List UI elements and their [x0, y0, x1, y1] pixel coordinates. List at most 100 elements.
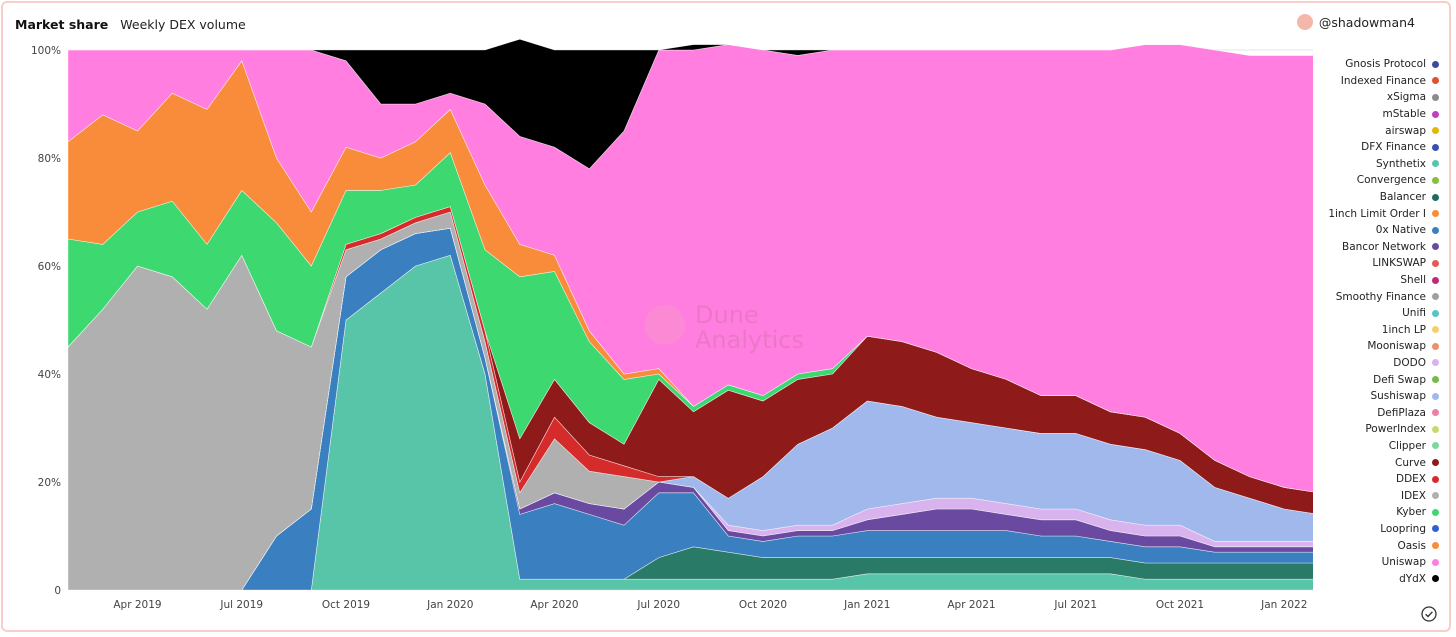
stacked-area-chart: Dune Analytics 0 20% 40% 60% 80% 100% Apr 201… — [31, 38, 1313, 611]
legend-item[interactable]: Synthetix — [1321, 156, 1439, 173]
legend-item[interactable]: dYdX — [1321, 570, 1439, 587]
legend-swatch — [1432, 110, 1439, 118]
x-tick-label: Apr 2019 — [113, 599, 161, 611]
x-tick-label: Jan 2020 — [426, 599, 473, 611]
area-series — [67, 38, 1313, 591]
legend-item[interactable]: 1inch LP — [1321, 322, 1439, 339]
legend-label: Uniswap — [1381, 556, 1426, 569]
chart-title: Market share — [15, 16, 109, 32]
legend-item[interactable]: Sushiswap — [1321, 388, 1439, 405]
legend-swatch — [1432, 558, 1439, 566]
legend-label: Oasis — [1397, 539, 1426, 552]
legend-item[interactable]: LINKSWAP — [1321, 255, 1439, 272]
legend-label: 1inch LP — [1381, 323, 1426, 336]
legend-item[interactable]: DefiPlaza — [1321, 404, 1439, 421]
legend-item[interactable]: Mooniswap — [1321, 338, 1439, 355]
legend-label: mStable — [1382, 108, 1427, 121]
legend-label: Synthetix — [1375, 157, 1426, 170]
legend-label: Smoothy Finance — [1335, 290, 1426, 303]
legend-label: airswap — [1385, 124, 1426, 137]
legend-label: Bancor Network — [1342, 240, 1426, 253]
legend-label: DODO — [1393, 356, 1426, 369]
legend-swatch — [1432, 459, 1439, 467]
legend-item[interactable]: IDEX — [1321, 487, 1439, 504]
legend-item[interactable]: Bancor Network — [1321, 239, 1439, 256]
area-0x-native — [68, 38, 1313, 170]
x-tick-label: Oct 2019 — [322, 599, 370, 611]
legend-swatch — [1432, 176, 1439, 184]
legend-swatch — [1432, 525, 1439, 533]
legend-swatch — [1432, 243, 1439, 251]
legend-label: 1inch Limit Order I — [1328, 207, 1426, 220]
legend-item[interactable]: xSigma — [1321, 89, 1439, 106]
legend-item[interactable]: Curve — [1321, 454, 1439, 471]
legend-swatch — [1432, 160, 1439, 168]
y-tick-label: 0 — [54, 585, 61, 597]
legend-item[interactable]: 0x Native — [1321, 222, 1439, 239]
legend-item[interactable]: Uniswap — [1321, 554, 1439, 571]
watermark: Dune Analytics — [645, 301, 804, 354]
legend-item[interactable]: Gnosis Protocol — [1321, 56, 1439, 73]
legend-label: 0x Native — [1375, 224, 1426, 237]
legend-item[interactable]: Smoothy Finance — [1321, 288, 1439, 305]
y-tick-label: 60% — [38, 261, 61, 273]
legend-item[interactable]: PowerIndex — [1321, 421, 1439, 438]
legend-item[interactable]: Loopring — [1321, 521, 1439, 538]
x-axis-ticks: Apr 2019 Jul 2019 Oct 2019 Jan 2020 Apr 2020… — [113, 599, 1307, 611]
legend-item[interactable]: Indexed Finance — [1321, 73, 1439, 90]
legend-item[interactable]: DODO — [1321, 355, 1439, 372]
legend-label: DFX Finance — [1361, 141, 1426, 154]
legend-item[interactable]: airswap — [1321, 122, 1439, 139]
legend-label: Kyber — [1396, 506, 1426, 519]
y-tick-label: 80% — [38, 153, 61, 165]
legend-item[interactable]: DFX Finance — [1321, 139, 1439, 156]
legend-label: Clipper — [1388, 439, 1426, 452]
legend-swatch — [1432, 508, 1439, 516]
legend-item[interactable]: Shell — [1321, 272, 1439, 289]
legend-swatch — [1432, 376, 1439, 384]
legend-item[interactable]: Clipper — [1321, 438, 1439, 455]
legend-label: xSigma — [1386, 91, 1426, 104]
legend-swatch — [1432, 425, 1439, 433]
x-tick-label: Oct 2020 — [739, 599, 787, 611]
legend-swatch — [1432, 210, 1439, 218]
legend-swatch — [1432, 60, 1439, 68]
check-circle-icon[interactable] — [1421, 606, 1437, 622]
legend-item[interactable]: Defi Swap — [1321, 371, 1439, 388]
x-tick-label: Jan 2021 — [843, 599, 890, 611]
legend-swatch — [1432, 475, 1439, 483]
legend-label: Shell — [1400, 274, 1426, 287]
legend-item[interactable]: Unifi — [1321, 305, 1439, 322]
legend-swatch — [1432, 542, 1439, 550]
legend-label: Curve — [1395, 456, 1426, 469]
legend-swatch — [1432, 442, 1439, 450]
legend-label: Unifi — [1402, 307, 1426, 320]
legend-swatch — [1432, 143, 1439, 151]
legend-item[interactable]: DDEX — [1321, 471, 1439, 488]
legend-label: DDEX — [1396, 473, 1426, 486]
watermark-line2: Analytics — [695, 326, 804, 354]
author-link[interactable]: @shadowman4 — [1296, 14, 1415, 30]
y-tick-label: 100% — [31, 45, 61, 57]
legend-item[interactable]: Kyber — [1321, 504, 1439, 521]
avatar-icon — [1296, 14, 1313, 30]
legend-item[interactable]: Convergence — [1321, 172, 1439, 189]
watermark-logo-icon — [645, 305, 685, 345]
x-tick-label: Oct 2021 — [1156, 599, 1204, 611]
watermark-line1: Dune — [695, 301, 759, 329]
legend-label: Defi Swap — [1373, 373, 1426, 386]
legend-item[interactable]: Balancer — [1321, 189, 1439, 206]
legend-swatch — [1432, 326, 1439, 334]
legend-label: Balancer — [1379, 191, 1426, 204]
chart-subtitle: Weekly DEX volume — [120, 16, 246, 32]
legend-swatch — [1432, 359, 1439, 367]
legend-label: DefiPlaza — [1377, 406, 1426, 419]
legend-item[interactable]: mStable — [1321, 106, 1439, 123]
legend-label: Convergence — [1356, 174, 1426, 187]
legend: Gnosis Protocol Indexed Finance xSigma mSta… — [1321, 56, 1439, 587]
x-tick-label: Jul 2019 — [219, 599, 263, 611]
legend-item[interactable]: Oasis — [1321, 537, 1439, 554]
legend-label: LINKSWAP — [1372, 257, 1426, 270]
legend-item[interactable]: 1inch Limit Order I — [1321, 205, 1439, 222]
